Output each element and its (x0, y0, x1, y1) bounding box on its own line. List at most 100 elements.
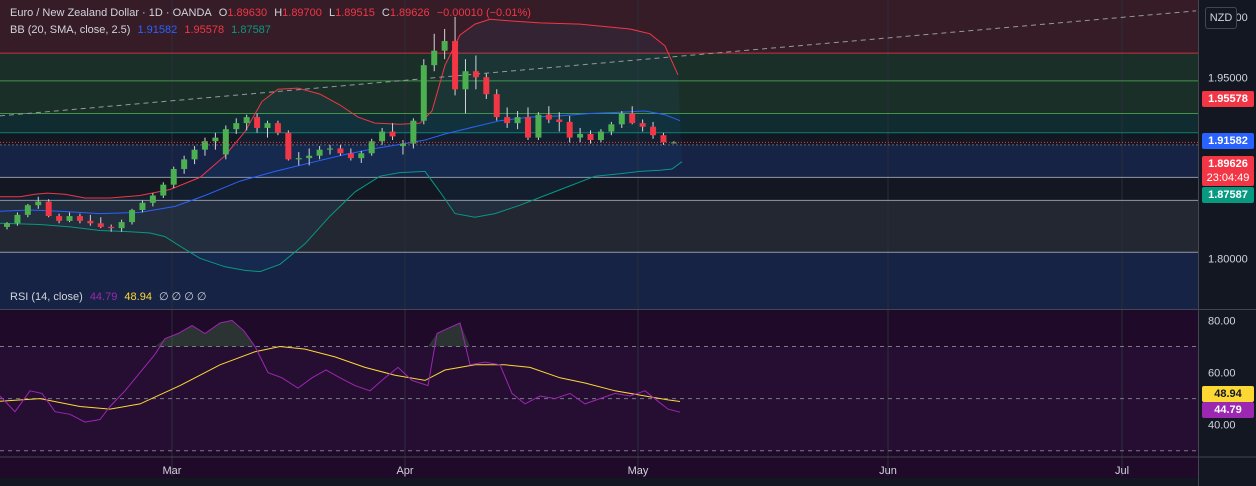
rsi-ma-value: 48.94 (124, 291, 152, 303)
candle (35, 196, 42, 209)
time-tick-label: Jun (879, 465, 897, 477)
candle-body (285, 132, 292, 160)
candle-body (431, 50, 438, 66)
rsi-tick-label: 60.00 (1208, 368, 1236, 380)
bb-legend[interactable]: BB (20, SMA, close, 2.5) 1.91582 1.95578… (10, 24, 275, 36)
candle-body (587, 133, 594, 141)
rsi-value: 44.79 (89, 291, 118, 303)
candle-body (577, 133, 584, 138)
candle-body (316, 149, 323, 156)
candle-body (97, 223, 104, 227)
candle-body (129, 210, 136, 223)
trendline[interactable] (0, 10, 1197, 117)
candle (45, 199, 52, 218)
candle-body (514, 117, 521, 124)
basis-price-tag: 1.91582 (1202, 133, 1254, 149)
candle-body (295, 158, 302, 160)
zone-rect (0, 53, 1198, 81)
zone-rect (0, 80, 1198, 114)
open-label: O (218, 7, 228, 19)
candle-body (254, 117, 261, 128)
candle (233, 118, 240, 134)
close-label: C (381, 7, 390, 19)
time-tick-label: May (628, 465, 649, 477)
candle-body (337, 148, 344, 154)
candle-body (670, 142, 677, 144)
candle (56, 213, 63, 224)
candle-body (462, 71, 469, 90)
candle (379, 127, 386, 145)
candle-body (149, 195, 156, 203)
candle (514, 111, 521, 130)
candle-body (597, 131, 604, 141)
symbol-title: Euro / New Zealand Dollar · 1D · OANDA (10, 7, 212, 19)
bb-upper-line (0, 18, 679, 199)
candle (327, 144, 334, 155)
candle (420, 59, 427, 125)
candle-body (66, 216, 73, 221)
candle (306, 148, 313, 166)
candle (389, 123, 396, 141)
low-label: L (328, 7, 336, 19)
close-value: 1.89626 (389, 7, 430, 19)
candle (504, 107, 511, 128)
time-tick-label: Apr (396, 465, 413, 477)
low-value: 1.89515 (335, 7, 375, 19)
rsi-pane (0, 319, 1198, 452)
candle-body (639, 123, 646, 127)
candle-body (472, 71, 479, 78)
candle-body (233, 123, 240, 130)
candle-body (76, 216, 83, 221)
zone-layer (0, 0, 1198, 478)
candle (14, 212, 21, 226)
candle (618, 111, 625, 128)
candle (452, 16, 459, 96)
rsi-price-tag: 44.79 (1202, 402, 1254, 418)
candle-body (660, 135, 667, 143)
candle (149, 193, 156, 207)
candle-body (45, 201, 52, 217)
candle (87, 214, 94, 226)
zone-rect (0, 200, 1198, 253)
rsi-legend[interactable]: RSI (14, close) 44.79 48.94 ∅ ∅ ∅ ∅ (10, 290, 211, 303)
rsi-overbought-fill (0, 320, 680, 347)
candle (358, 150, 365, 163)
zone-rect (0, 0, 1198, 54)
zone-rect (0, 144, 1198, 178)
symbol-legend[interactable]: Euro / New Zealand Dollar · 1D · OANDA O… (10, 7, 535, 19)
rsi-title: RSI (14, close) (10, 291, 83, 303)
candle (316, 146, 323, 160)
candle-body (56, 216, 63, 221)
currency-button[interactable]: NZD (1205, 7, 1237, 29)
candle (274, 120, 281, 136)
candle (160, 182, 167, 198)
time-tick-label: Jul (1115, 465, 1129, 477)
bar-countdown: 23:04:49 (1202, 170, 1254, 186)
candle (639, 119, 646, 132)
bb-title: BB (20, SMA, close, 2.5) (10, 24, 131, 36)
candle-body (222, 129, 229, 155)
candle-body (420, 65, 427, 121)
candle (24, 203, 31, 218)
rsi-ma-line (0, 345, 681, 410)
rsi-line (0, 319, 681, 423)
candle (212, 132, 219, 150)
last-price-tag: 1.89626 (1202, 156, 1254, 172)
candle-body (368, 141, 375, 154)
candle-body (191, 149, 198, 160)
candle (170, 166, 177, 189)
candle-body (566, 121, 573, 138)
trendline-line[interactable] (0, 10, 1197, 117)
candle (483, 73, 490, 99)
candle-body (4, 223, 10, 227)
candle-body (160, 184, 167, 196)
bb-lower-value: 1.87587 (231, 24, 271, 36)
bb-upper-value: 1.95578 (184, 24, 225, 36)
candle (97, 217, 104, 229)
candle-body (35, 201, 42, 206)
candle-body (139, 202, 146, 211)
candle (337, 144, 344, 156)
candles (0, 16, 1198, 232)
